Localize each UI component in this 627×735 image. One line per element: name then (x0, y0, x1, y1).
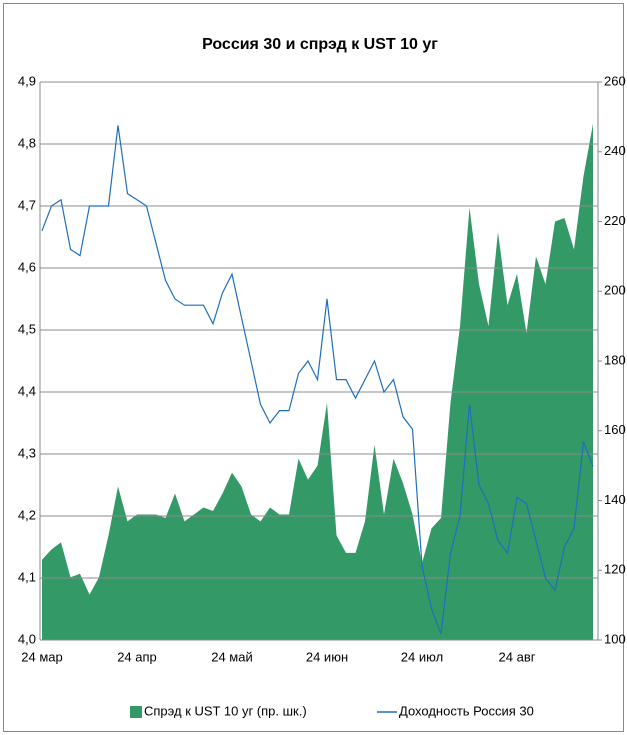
y2-tick-label: 100 (604, 631, 626, 646)
y-tick-label: 4,8 (18, 135, 36, 150)
y-tick-label: 4,7 (18, 197, 36, 212)
legend-swatch (130, 706, 142, 718)
y2-tick-label: 240 (604, 143, 626, 158)
y-tick-label: 4,9 (18, 73, 36, 88)
y2-tick-label: 160 (604, 422, 626, 437)
legend-label: Спрэд к UST 10 уг (пр. шк.) (144, 703, 307, 718)
y2-tick-label: 140 (604, 492, 626, 507)
y-tick-label: 4,0 (18, 631, 36, 646)
yield-line (41, 125, 594, 635)
x-tick-label: 24 мар (21, 649, 62, 664)
y-tick-label: 4,4 (18, 383, 36, 398)
y2-tick-label: 180 (604, 352, 626, 367)
y2-tick-label: 220 (604, 213, 626, 228)
y2-tick-label: 200 (604, 283, 626, 298)
x-tick-label: 24 июн (306, 649, 348, 664)
x-tick-label: 24 апр (117, 649, 157, 664)
chart-title: Россия 30 и спрэд к UST 10 уг (202, 36, 438, 53)
y-tick-label: 4,6 (18, 259, 36, 274)
y2-tick-label: 120 (604, 562, 626, 577)
x-tick-label: 24 июл (401, 649, 443, 664)
y-tick-label: 4,1 (18, 569, 36, 584)
legend-label: Доходность Россия 30 (399, 703, 534, 718)
x-tick-label: 24 авг (499, 649, 536, 664)
y-tick-label: 4,3 (18, 445, 36, 460)
spread-area (42, 123, 593, 641)
y-tick-label: 4,2 (18, 507, 36, 522)
x-tick-label: 24 май (211, 649, 253, 664)
y2-tick-label: 260 (604, 73, 626, 88)
y-tick-label: 4,5 (18, 321, 36, 336)
